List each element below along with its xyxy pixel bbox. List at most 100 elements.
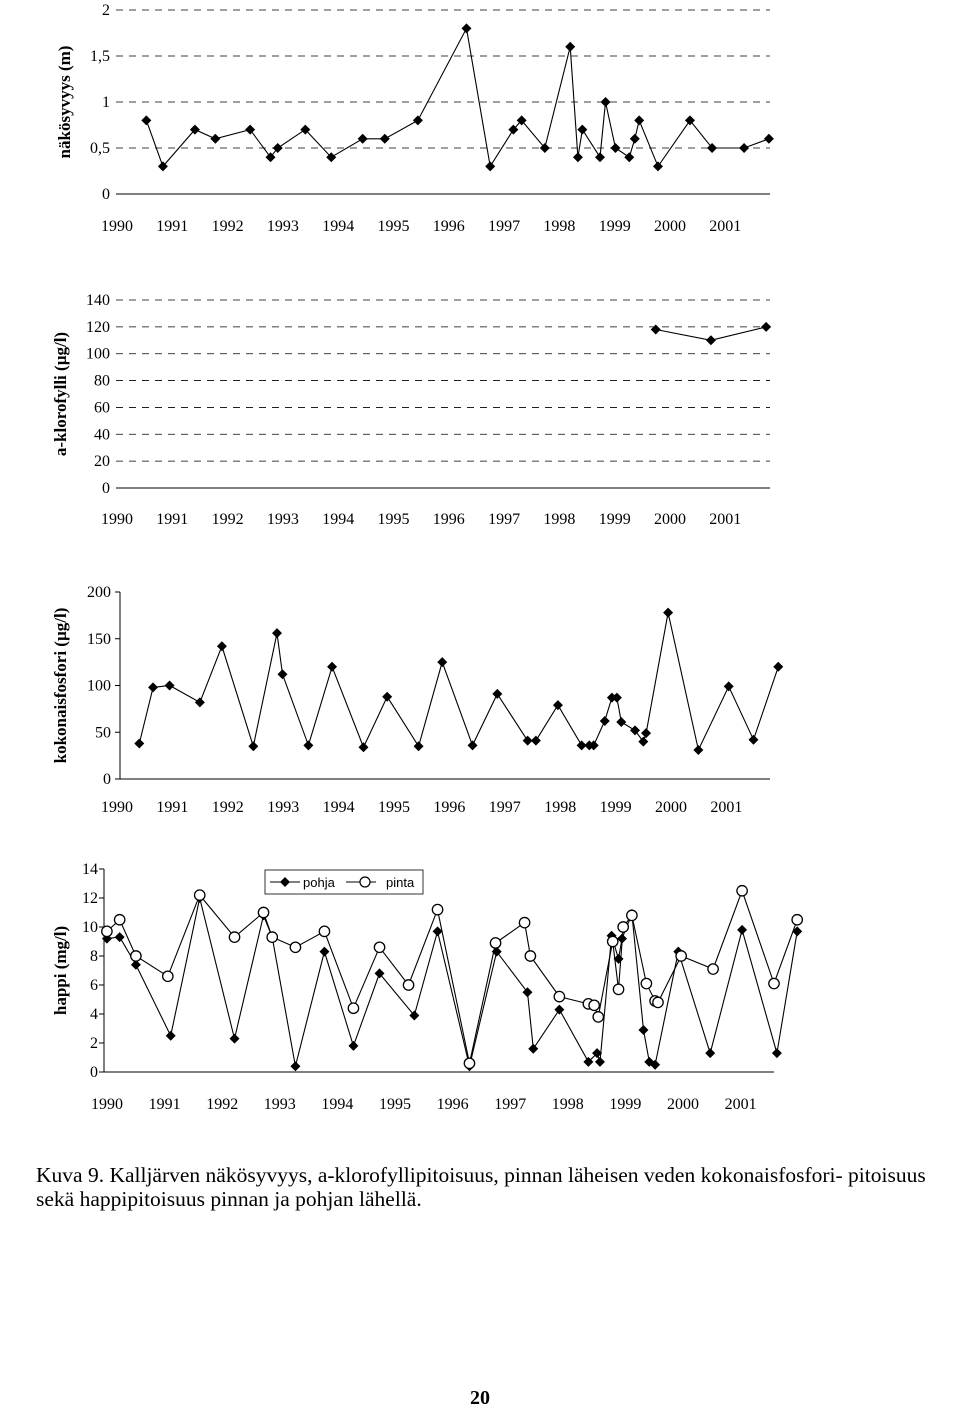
data-point bbox=[303, 740, 314, 751]
data-point bbox=[600, 97, 611, 107]
data-point bbox=[629, 133, 640, 144]
data-point bbox=[612, 983, 625, 996]
data-point bbox=[319, 946, 330, 957]
data-point bbox=[134, 738, 145, 749]
y-tick-label: 10 bbox=[82, 919, 98, 936]
x-tick-label: 1992 bbox=[212, 799, 244, 816]
series-1 bbox=[141, 23, 774, 172]
x-tick-label: 1992 bbox=[212, 511, 244, 528]
y-tick-label: 6 bbox=[90, 977, 98, 994]
series-line bbox=[138, 612, 779, 752]
data-point bbox=[522, 735, 533, 746]
chart-panel-1: 0 0,5 1 1,5 2 1990 1991 1992 1993 1994 1995 1996 199… bbox=[55, 2, 774, 235]
data-point bbox=[318, 925, 331, 938]
data-point bbox=[277, 669, 288, 680]
data-point bbox=[652, 161, 663, 172]
data-point bbox=[266, 931, 279, 944]
data-point bbox=[157, 161, 168, 172]
data-point bbox=[684, 115, 695, 126]
x-tick-label: 2001 bbox=[710, 799, 742, 816]
data-point bbox=[539, 143, 550, 153]
x-tick-label: 1998 bbox=[552, 1096, 584, 1113]
data-point bbox=[554, 1004, 565, 1015]
x-tick-label: 1997 bbox=[488, 218, 520, 235]
x-tick-label: 1999 bbox=[600, 799, 632, 816]
data-point bbox=[616, 716, 627, 727]
data-point bbox=[641, 728, 652, 739]
data-point bbox=[736, 884, 748, 897]
data-point bbox=[768, 977, 780, 990]
x-tick-label: 1991 bbox=[149, 1096, 181, 1113]
data-point bbox=[516, 115, 527, 126]
data-point bbox=[611, 692, 622, 703]
data-point bbox=[326, 152, 337, 163]
x-tick-label: 1997 bbox=[494, 1096, 526, 1113]
x-tick-label: 1997 bbox=[488, 511, 520, 528]
y-tick-label: 0 bbox=[103, 771, 111, 788]
data-point bbox=[522, 987, 533, 998]
data-point bbox=[373, 941, 386, 954]
data-point bbox=[101, 925, 113, 938]
data-point bbox=[271, 628, 282, 639]
x-tick-label: 1997 bbox=[489, 799, 521, 816]
data-point bbox=[524, 950, 537, 962]
x-tick-label: 1998 bbox=[543, 511, 575, 528]
data-point bbox=[348, 1040, 359, 1051]
y-tick-label: 200 bbox=[87, 584, 111, 601]
data-point bbox=[467, 740, 478, 751]
data-point bbox=[358, 742, 369, 753]
data-point bbox=[592, 1048, 603, 1059]
y-tick-label: 4 bbox=[90, 1006, 98, 1023]
data-point bbox=[489, 937, 502, 949]
chart-panel-4: 0 2 4 6 8 10 12 14 1990 1991 1992 1993 1994 1995 1996 1… bbox=[51, 861, 804, 1113]
data-point bbox=[552, 700, 563, 711]
x-tick-label: 1991 bbox=[156, 218, 188, 235]
y-tick-label: 8 bbox=[90, 948, 98, 965]
data-point bbox=[412, 115, 423, 126]
data-point bbox=[194, 697, 205, 708]
x-tick-label: 2000 bbox=[654, 218, 686, 235]
y-axis-label: happi (mg/l) bbox=[51, 926, 70, 1015]
data-point bbox=[594, 1056, 605, 1067]
data-point bbox=[141, 115, 152, 126]
data-point bbox=[626, 909, 638, 922]
x-tick-label: 1993 bbox=[267, 511, 299, 528]
y-tick-label: 14 bbox=[82, 861, 98, 878]
x-tick-label: 1996 bbox=[433, 799, 465, 816]
data-point bbox=[617, 921, 630, 933]
data-point bbox=[650, 324, 661, 335]
data-point bbox=[595, 152, 606, 163]
data-point bbox=[530, 735, 541, 746]
legend-marker bbox=[359, 876, 371, 888]
x-tick-label: 2001 bbox=[709, 511, 741, 528]
data-point bbox=[437, 657, 448, 668]
data-point bbox=[771, 1048, 782, 1059]
y-tick-label: 20 bbox=[94, 453, 110, 470]
x-tick-label: 1995 bbox=[378, 511, 410, 528]
data-point bbox=[705, 1048, 716, 1059]
data-point bbox=[572, 152, 583, 163]
data-point bbox=[210, 133, 221, 144]
data-point bbox=[114, 932, 125, 943]
x-tick-label: 1996 bbox=[433, 511, 465, 528]
x-tick-label: 2000 bbox=[667, 1096, 699, 1113]
y-tick-label: 0 bbox=[102, 480, 110, 497]
y-tick-label: 140 bbox=[86, 292, 110, 309]
data-point bbox=[675, 950, 688, 962]
y-tick-label: 0 bbox=[90, 1064, 98, 1081]
data-point bbox=[634, 115, 645, 126]
y-tick-label: 40 bbox=[94, 426, 110, 443]
x-tick-label: 1998 bbox=[544, 799, 576, 816]
data-point bbox=[228, 931, 241, 944]
y-tick-label: 12 bbox=[82, 890, 98, 907]
data-point bbox=[638, 736, 649, 747]
x-tick-label: 1999 bbox=[609, 1096, 641, 1113]
data-point bbox=[630, 725, 641, 736]
legend: pohja pinta bbox=[264, 869, 424, 895]
x-tick-label: 1990 bbox=[101, 218, 133, 235]
data-point bbox=[707, 963, 719, 975]
data-point bbox=[229, 1033, 240, 1044]
data-point bbox=[707, 143, 718, 153]
x-tick-label: 1995 bbox=[378, 218, 410, 235]
data-point bbox=[189, 124, 200, 135]
